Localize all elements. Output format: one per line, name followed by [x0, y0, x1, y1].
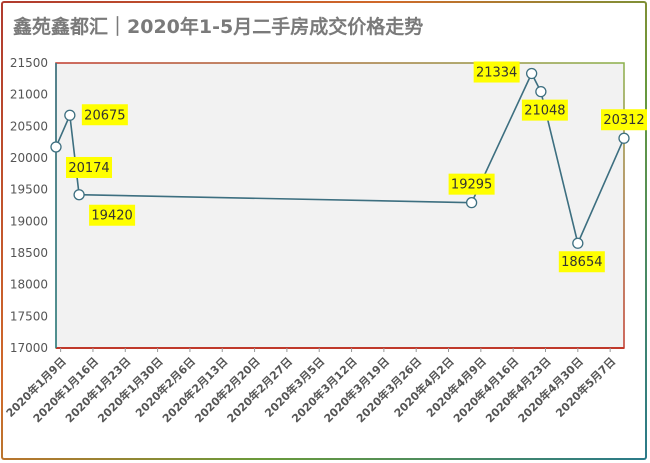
- chart-title: 鑫苑鑫都汇｜2020年1-5月二手房成交价格走势: [13, 16, 424, 38]
- data-point: [465, 196, 478, 209]
- y-tick-label: 20000: [10, 151, 48, 165]
- y-tick-label: 17500: [10, 309, 48, 323]
- data-label: 20312: [603, 113, 644, 128]
- y-tick-label: 21000: [10, 88, 48, 102]
- data-point: [525, 67, 538, 80]
- data-point: [73, 189, 85, 201]
- data-label: 20675: [84, 108, 125, 123]
- series-line: [55, 71, 625, 246]
- data-label: 20174: [68, 161, 109, 176]
- data-label-bg: [473, 61, 520, 83]
- data-label: 21334: [476, 66, 517, 81]
- data-label: 21048: [524, 104, 565, 119]
- data-label-bg: [521, 99, 568, 121]
- y-tick-label: 18500: [10, 246, 48, 260]
- y-tick-label: 18000: [10, 278, 48, 292]
- y-tick-label: 17000: [10, 341, 48, 355]
- data-label-bg: [558, 251, 605, 273]
- data-label-bg: [89, 204, 136, 226]
- data-label: 18654: [561, 255, 602, 270]
- y-tick-label: 21500: [10, 56, 48, 70]
- data-label-bg: [601, 109, 647, 131]
- data-label-bg: [81, 104, 128, 126]
- y-tick-label: 19000: [10, 214, 48, 228]
- data-label-bg: [448, 173, 495, 195]
- y-tick-label: 19500: [10, 183, 48, 197]
- data-label: 19420: [91, 209, 132, 224]
- data-label: 19295: [451, 178, 492, 193]
- y-tick-label: 20500: [10, 119, 48, 133]
- data-point: [618, 132, 630, 144]
- data-label-bg: [66, 156, 112, 178]
- data-point: [64, 109, 76, 121]
- data-point: [572, 237, 584, 249]
- data-point: [535, 85, 547, 98]
- data-point: [50, 141, 62, 153]
